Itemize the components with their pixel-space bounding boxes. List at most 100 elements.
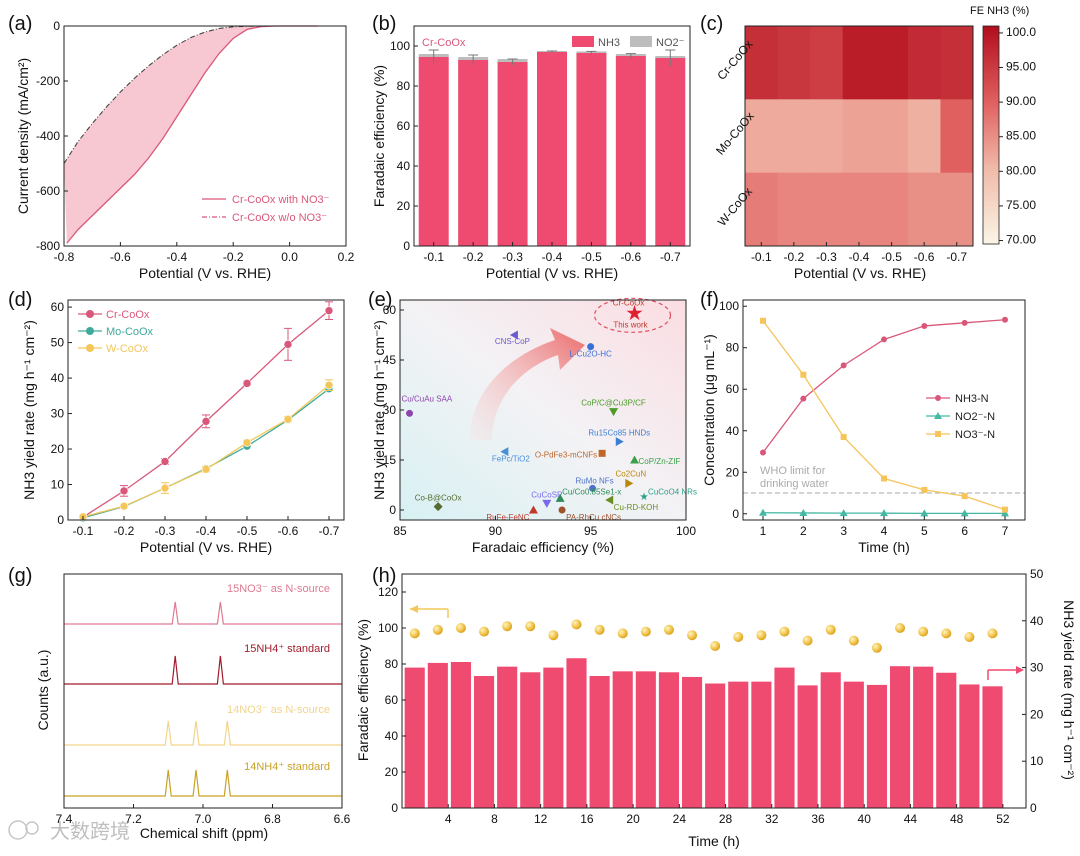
x-axis-label-e: Faradaic efficiency (%)	[472, 539, 614, 555]
data-point	[921, 486, 928, 493]
bar-yield	[889, 666, 911, 808]
fe-point	[756, 630, 767, 641]
y2-tick-label: 20	[1030, 707, 1044, 721]
y-tick-label: 120	[378, 585, 398, 599]
bar-yield	[728, 681, 749, 808]
y-axis-label-d: NH3 yield rate (mg h⁻¹ cm⁻²)	[21, 320, 37, 500]
y-axis-label-g: Counts (a.u.)	[35, 650, 51, 731]
watermark: 大数跨境	[8, 819, 130, 843]
x-tick-label: -0.3	[816, 250, 837, 264]
x-tick-label: -0.2	[114, 524, 135, 538]
x-tick-label: 95	[584, 524, 598, 538]
series-line-Mo-CoOx	[82, 388, 330, 519]
x-tick-label: -0.8	[54, 250, 75, 264]
y-axis-label-a: Current density (mA/cm²)	[15, 58, 31, 214]
x-tick-label: 7.4	[56, 812, 73, 826]
x-tick-label: -0.4	[542, 250, 563, 264]
scatter-point-label: Co-B@CoOx	[415, 494, 462, 503]
legend-marker	[935, 395, 941, 401]
y2-tick-label: 50	[1030, 567, 1044, 581]
x-tick-label: -0.2	[463, 250, 484, 264]
highlight-sublabel: This work	[613, 320, 648, 329]
data-point	[201, 464, 211, 474]
scatter-point-label: FePc/TiO2	[492, 455, 530, 464]
nmr-spectrum-line	[64, 769, 342, 797]
scatter-point-label: CoP/C@Cu3P/CF	[581, 399, 646, 408]
x-tick-label: -0.1	[751, 250, 772, 264]
x-tick-label: -0.2	[223, 250, 244, 264]
fe-point	[594, 624, 605, 635]
fe-point	[479, 626, 490, 637]
scatter-point	[625, 478, 634, 488]
fe-point	[432, 624, 443, 635]
fe-point	[733, 632, 744, 642]
data-point	[921, 322, 928, 329]
x-tick-label: -0.6	[914, 250, 935, 264]
panel-label-g: (g)	[8, 565, 32, 587]
scatter-point	[406, 409, 414, 417]
scatter-point	[509, 330, 518, 340]
data-point	[840, 433, 847, 440]
bar-yield	[450, 661, 471, 808]
x-axis-label-h: Time (h)	[688, 833, 740, 849]
spectrum-label: 14NO3⁻ as N-source	[227, 704, 330, 716]
x-axis-label-a: Potential (V vs. RHE)	[139, 265, 271, 281]
x-axis-label-c: Potential (V vs. RHE)	[794, 265, 926, 281]
panel-label-e: (e)	[368, 289, 392, 311]
y2-tick-label: 10	[1030, 754, 1044, 768]
x-tick-label: 7	[1002, 524, 1009, 538]
panel-h: (h) 4 8 12 16 20 24 28 32 36 40 44 48 52020406080100…	[355, 565, 1077, 849]
data-point	[324, 306, 334, 315]
bar-yield	[497, 666, 518, 808]
x-tick-label: 6.8	[264, 812, 281, 826]
x-tick-label: 7.0	[195, 812, 212, 826]
x-tick-label: 5	[921, 524, 928, 538]
scatter-point	[605, 495, 614, 505]
legend-label: NO3⁻-N	[955, 429, 995, 441]
x-tick-label: -0.7	[319, 524, 340, 538]
y-tick-label: 40	[385, 729, 399, 743]
y-tick-label: 0	[389, 503, 396, 517]
panel-label-a: (a)	[8, 13, 32, 35]
scatter-point-label: Cu-RD-KOH	[614, 503, 659, 512]
data-point	[760, 317, 766, 324]
fe-point	[409, 628, 420, 639]
panel-g: (g) 15NO3⁻ as N-source 15NH4⁺ standard 14N…	[8, 565, 351, 841]
y-tick-label: 40	[726, 424, 740, 438]
panel-label-h: (h)	[372, 565, 396, 587]
axis-pointer-left	[410, 605, 449, 618]
x-tick-label: -0.3	[502, 250, 523, 264]
bar-yield	[473, 676, 495, 808]
panel-label-b: (b)	[372, 13, 396, 35]
trend-arrow	[470, 328, 585, 440]
heatmap-cell	[940, 172, 974, 247]
fe-point	[941, 628, 952, 639]
scatter-point	[542, 499, 552, 508]
x-tick-label: 28	[719, 812, 733, 826]
series-line-without-no3	[63, 25, 318, 164]
x-tick-label: -0.1	[73, 524, 94, 538]
y-tick-label: 0	[57, 513, 64, 527]
data-point	[881, 475, 887, 482]
x-tick-label: -0.4	[849, 250, 870, 264]
x-tick-label: -0.6	[621, 250, 642, 264]
bar-yield	[404, 667, 425, 808]
x-tick-label: 40	[858, 812, 872, 826]
fe-point	[918, 626, 929, 637]
data-point	[283, 340, 293, 349]
x-tick-label: 48	[950, 812, 964, 826]
y-tick-label: -600	[36, 184, 60, 198]
legend-marker	[86, 310, 94, 318]
bar-yield	[520, 672, 541, 808]
y-tick-label: 0	[391, 801, 398, 815]
watermark-logo-icon	[8, 820, 28, 840]
data-point	[839, 509, 848, 517]
y-tick-label: 40	[51, 371, 65, 385]
spectrum-label: 15NO3⁻ as N-source	[227, 583, 330, 595]
panel-a: (a) -0.8 -0.6 -0.4 -0.2 0.0 0.2 0 -200 -400 -600 -…	[8, 13, 355, 281]
y-tick-label: 100	[719, 299, 739, 313]
spectrum-label: 14NH4⁺ standard	[244, 761, 330, 773]
data-point	[242, 379, 252, 388]
legend-a-item-2: Cr-CoOx w/o NO3⁻	[232, 212, 327, 224]
